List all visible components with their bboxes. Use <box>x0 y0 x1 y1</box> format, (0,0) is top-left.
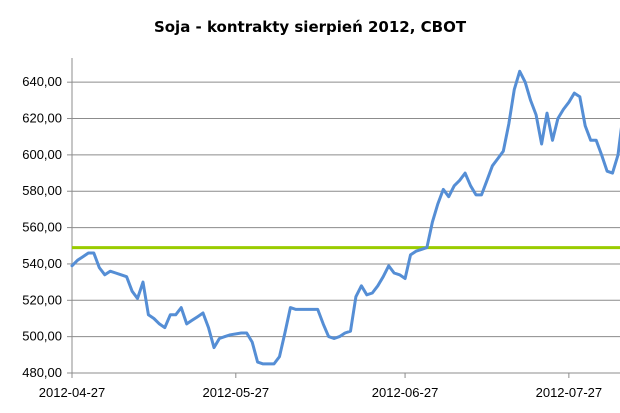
x-tick-label: 2012-05-27 <box>203 385 270 400</box>
x-tick-label: 2012-07-27 <box>536 385 603 400</box>
chart-title: Soja - kontrakty sierpień 2012, CBOT <box>154 18 467 36</box>
x-tick-label: 2012-06-27 <box>372 385 439 400</box>
y-tick-label: 540,00 <box>22 256 62 271</box>
y-tick-label: 520,00 <box>22 292 62 307</box>
y-tick-label: 640,00 <box>22 74 62 89</box>
y-tick-label: 480,00 <box>22 365 62 380</box>
axes <box>67 58 620 378</box>
y-tick-label: 620,00 <box>22 111 62 126</box>
series-group <box>70 69 620 366</box>
x-tick-label: 2012-04-27 <box>39 385 106 400</box>
x-axis-ticks: 2012-04-27 2012-05-27 2012-06-27 2012-07-27 <box>39 385 602 400</box>
gridlines <box>72 81 620 338</box>
y-tick-label: 580,00 <box>22 183 62 198</box>
y-axis-ticks: 480,00 500,00 520,00 540,00 560,00 580,00 600,… <box>22 74 62 380</box>
series-line <box>70 69 620 366</box>
y-tick-label: 600,00 <box>22 147 62 162</box>
y-tick-label: 560,00 <box>22 220 62 235</box>
y-tick-label: 500,00 <box>22 329 62 344</box>
